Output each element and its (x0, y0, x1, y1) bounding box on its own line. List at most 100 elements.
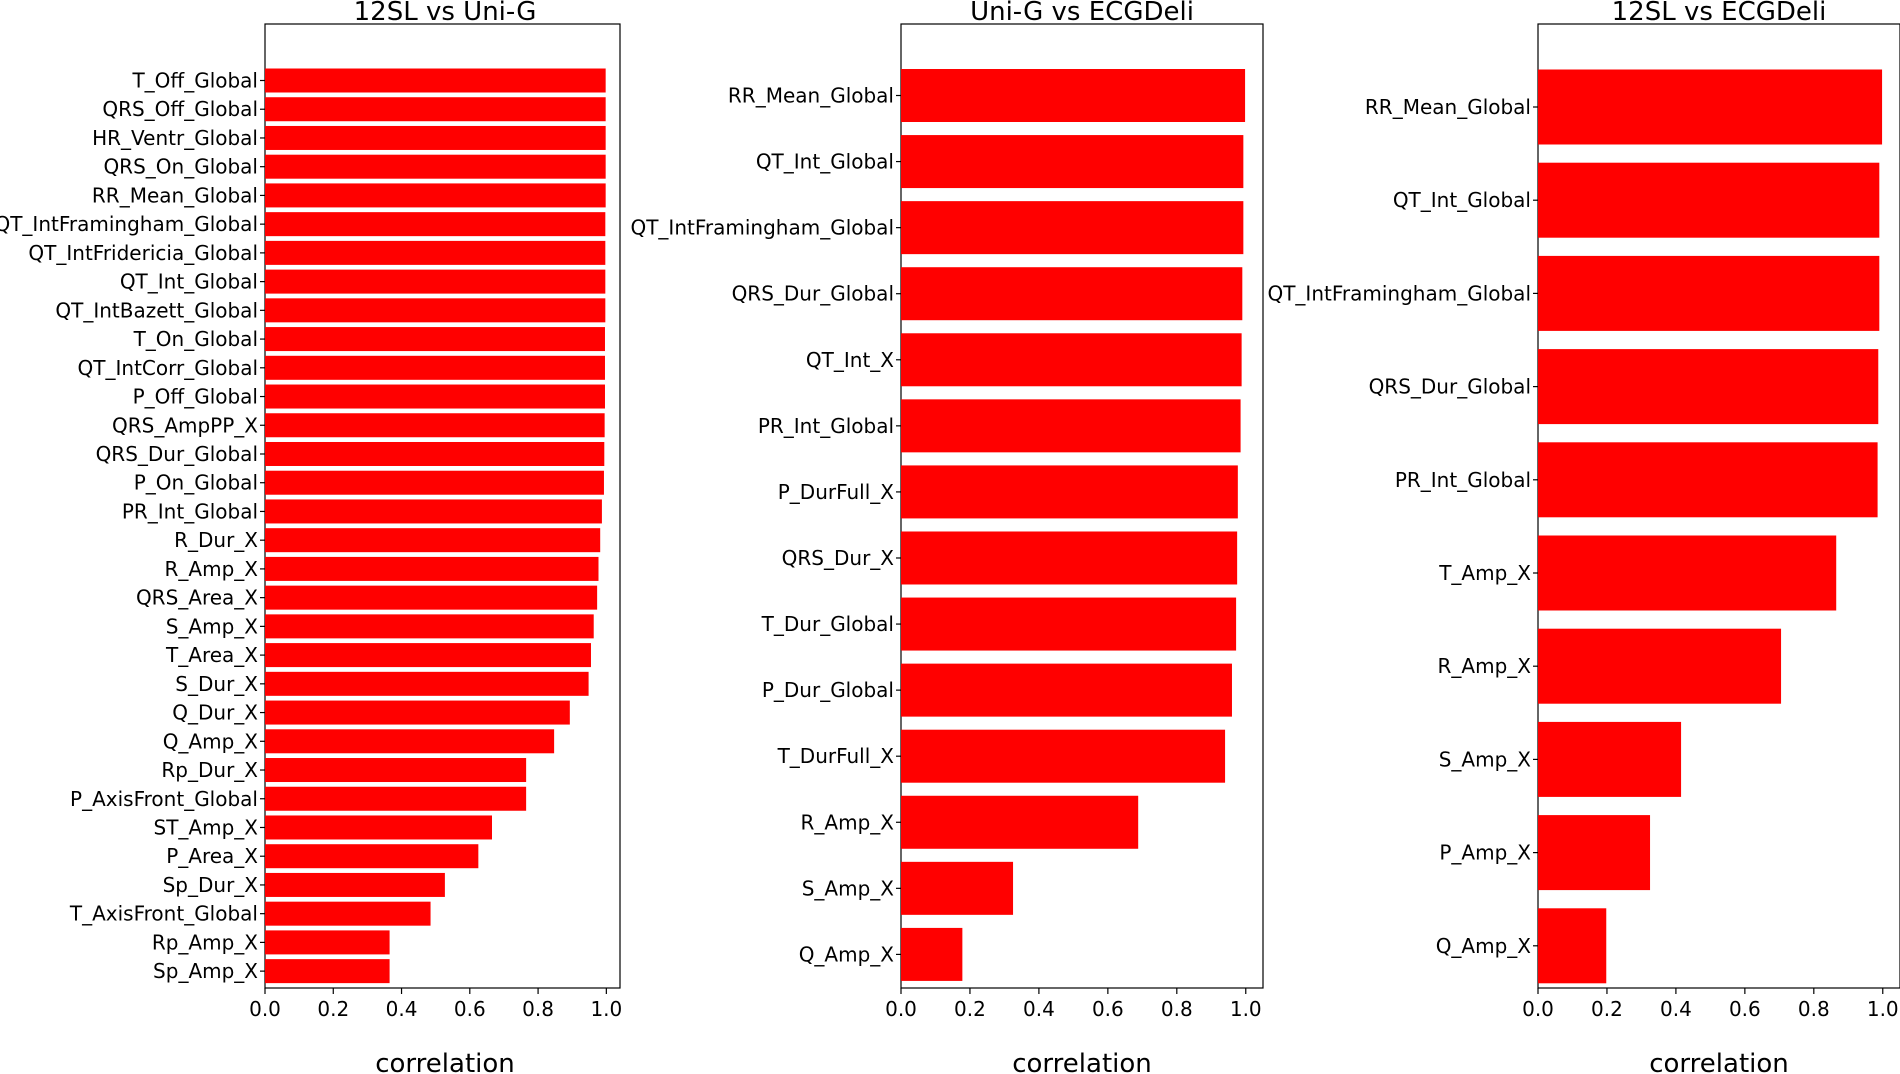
y-tick-label: RR_Mean_Global (728, 84, 894, 108)
y-axis: T_Off_Global QRS_Off_Global HR_Ventr_Globa… (0, 69, 265, 983)
bar (265, 355, 605, 380)
bar (265, 758, 527, 783)
x-tick-label: 0.4 (1660, 997, 1692, 1021)
y-tick-label: QRS_Dur_Global (732, 282, 894, 306)
y-tick-label: PR_Int_Global (758, 414, 894, 438)
y-tick-label: QRS_Off_Global (102, 97, 258, 121)
bar (265, 441, 605, 466)
y-tick-label: ST_Amp_X (154, 815, 259, 839)
y-tick-label: T_Amp_X (1438, 561, 1531, 585)
bars (1538, 69, 1883, 984)
y-tick-label: T_AxisFront_Global (69, 902, 258, 926)
y-tick-label: P_Dur_Global (762, 678, 894, 702)
bar (265, 872, 445, 897)
bar (265, 384, 605, 409)
y-tick-label: P_Amp_X (1439, 841, 1531, 865)
bar (1538, 908, 1607, 984)
bar (1538, 721, 1682, 797)
bar (1538, 628, 1782, 704)
bar (265, 815, 492, 840)
y-tick-label: Rp_Dur_X (161, 758, 258, 782)
y-tick-label: RR_Mean_Global (92, 183, 258, 207)
y-tick-label: QT_Int_Global (1393, 188, 1531, 212)
y-tick-label: QRS_Dur_Global (1369, 375, 1531, 399)
bar (265, 154, 606, 179)
y-tick-label: RR_Mean_Global (1365, 95, 1531, 119)
bar (901, 69, 1246, 122)
bar (265, 125, 606, 150)
y-tick-label: T_Dur_Global (761, 612, 894, 636)
bar (901, 663, 1232, 717)
x-axis: 0.0 0.2 0.4 0.6 0.8 1.0 (885, 988, 1262, 1021)
x-tick-label: 1.0 (1230, 997, 1262, 1021)
x-axis-label: correlation (375, 1049, 515, 1074)
y-tick-label: Q_Amp_X (799, 942, 895, 966)
bar (265, 930, 390, 955)
bar (265, 585, 598, 610)
x-tick-label: 0.4 (386, 997, 418, 1021)
x-tick-label: 0.0 (885, 997, 917, 1021)
x-axis: 0.0 0.2 0.4 0.6 0.8 1.0 (1522, 988, 1899, 1021)
panel-unig-vs-ecgdeli: Uni-G vs ECGDeli RR_Mean_Global QT_Int_Gl… (630, 0, 1264, 1074)
bar (901, 267, 1243, 321)
x-axis-label: correlation (1012, 1049, 1152, 1074)
bar (901, 729, 1226, 783)
y-tick-label: T_On_Global (133, 327, 258, 351)
y-tick-label: Q_Amp_X (1436, 934, 1532, 958)
x-tick-label: 1.0 (590, 997, 622, 1021)
y-tick-label: QT_Int_X (806, 348, 894, 372)
y-tick-label: PR_Int_Global (1395, 468, 1531, 492)
bar (265, 614, 594, 639)
bar (265, 97, 606, 122)
bar (1538, 349, 1879, 425)
bar (265, 183, 606, 208)
y-tick-label: Sp_Amp_X (153, 959, 258, 983)
y-tick-label: P_Off_Global (133, 385, 258, 409)
y-tick-label: Q_Dur_X (172, 701, 258, 725)
bar (265, 643, 591, 668)
x-axis-label: correlation (1649, 1049, 1789, 1074)
x-tick-label: 0.8 (1798, 997, 1830, 1021)
bar (265, 413, 605, 438)
x-tick-label: 0.0 (1522, 997, 1554, 1021)
bar (901, 795, 1139, 849)
bar (265, 68, 606, 93)
bar (1538, 69, 1883, 145)
panel-title: 12SL vs ECGDeli (1612, 0, 1827, 27)
x-tick-label: 0.4 (1023, 997, 1055, 1021)
y-tick-label: S_Dur_X (175, 672, 258, 696)
y-axis: RR_Mean_Global QT_Int_Global QT_IntFraming… (1267, 95, 1538, 958)
y-tick-label: HR_Ventr_Global (92, 126, 258, 150)
bar (265, 327, 605, 352)
x-axis: 0.0 0.2 0.4 0.6 0.8 1.0 (249, 988, 622, 1021)
y-tick-label: T_DurFull_X (777, 744, 895, 768)
y-tick-label: QT_IntFramingham_Global (1267, 281, 1531, 305)
x-tick-label: 0.8 (522, 997, 554, 1021)
bar (265, 729, 555, 754)
bar (901, 333, 1242, 387)
y-tick-label: R_Amp_X (1438, 654, 1532, 678)
y-tick-label: QT_IntBazett_Global (55, 298, 258, 322)
bar (901, 465, 1238, 519)
y-tick-label: S_Amp_X (1439, 747, 1532, 771)
y-tick-label: QT_Int_Global (756, 150, 894, 174)
y-tick-label: P_DurFull_X (778, 480, 895, 504)
panel-12sl-vs-ecgdeli: 12SL vs ECGDeli RR_Mean_Global QT_Int_Glo… (1267, 0, 1900, 1074)
bar (265, 298, 606, 323)
y-tick-label: QT_IntFramingham_Global (630, 216, 894, 240)
bar (901, 135, 1244, 189)
bars (265, 68, 606, 984)
bar (901, 861, 1014, 915)
bar (1538, 442, 1878, 518)
y-tick-label: P_On_Global (134, 471, 258, 495)
y-tick-label: R_Amp_X (165, 557, 259, 581)
bar (265, 269, 606, 294)
y-tick-label: QT_IntCorr_Global (78, 356, 258, 380)
y-tick-label: QRS_AmpPP_X (112, 413, 258, 437)
bar (265, 556, 599, 581)
y-tick-label: Q_Amp_X (163, 729, 259, 753)
x-tick-label: 0.6 (1729, 997, 1761, 1021)
bar (265, 959, 390, 984)
y-tick-label: QRS_Dur_Global (96, 442, 258, 466)
